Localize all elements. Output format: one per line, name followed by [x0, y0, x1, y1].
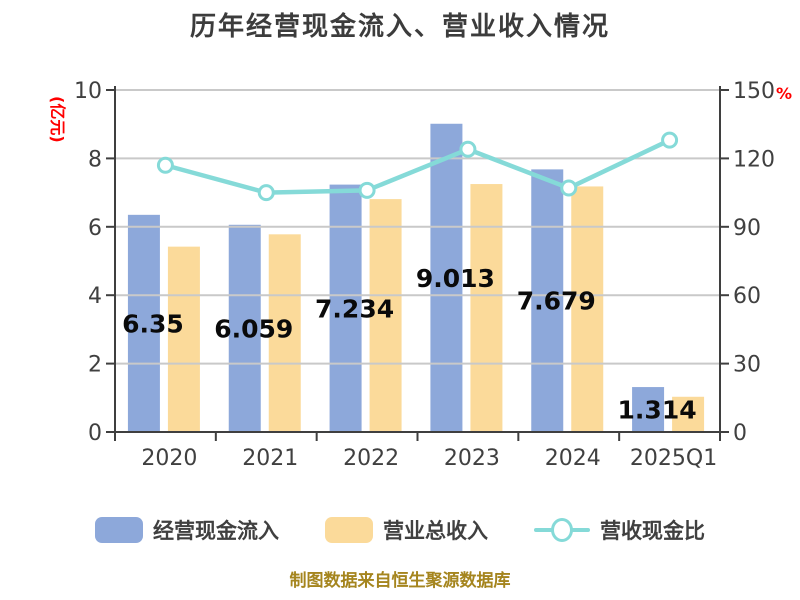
y-left-tick-label-10: 10 [74, 79, 102, 104]
bar-营业总收入-2020 [167, 246, 200, 432]
y-right-tick-label-60: 60 [733, 284, 761, 309]
bar-value-label-2020: 6.35 [122, 309, 184, 338]
y-right-tick-label-0: 0 [733, 421, 747, 446]
legend-swatch-icon [325, 517, 373, 543]
bar-营业总收入-2023 [470, 184, 503, 432]
chart-canvas: 0 2 4 6 8 10 0 30 60 90 120 150 2020 2021 2022 2023 2024… [48, 79, 792, 471]
bar-value-label-2024: 7.679 [517, 287, 596, 316]
bar-营业总收入-2022 [369, 199, 402, 432]
y-right-tick-label-90: 90 [733, 216, 761, 241]
legend-label: 经营现金流入 [153, 519, 279, 543]
legend-line-marker-icon [534, 517, 590, 543]
ratio-line [163, 137, 672, 195]
right-axis-unit-label: % [776, 84, 792, 103]
legend: 经营现金流入 营业总收入 营收现金比 [0, 510, 800, 550]
y-left-tick-label-6: 6 [88, 216, 102, 241]
bar-营业总收入-2021 [268, 234, 301, 432]
y-left-tick-label-2: 2 [88, 353, 102, 378]
y-right-tick-label-120: 120 [733, 147, 775, 172]
ratio-point-2024 [560, 179, 578, 197]
bar-value-label-2025Q1: 1.314 [618, 396, 697, 425]
x-axis-label-2023: 2023 [444, 446, 500, 471]
bar-经营现金流入-2024 [531, 169, 564, 432]
x-axis-label-2022: 2022 [343, 446, 399, 471]
bar-经营现金流入-2025Q1 [632, 387, 665, 432]
ratio-point-2021 [257, 184, 275, 202]
y-left-tick-label-8: 8 [88, 147, 102, 172]
legend-label: 营业总收入 [383, 519, 488, 543]
y-left-tick-label-0: 0 [88, 421, 102, 446]
legend-item-经营现金流入[interactable]: 经营现金流入 [95, 515, 279, 545]
legend-line-dot [551, 518, 573, 542]
bar-经营现金流入-2023 [430, 123, 463, 432]
ratio-point-2023 [459, 140, 477, 158]
legend-item-营收现金比[interactable]: 营收现金比 [534, 515, 705, 545]
y-right-tick-label-150: 150 [733, 79, 775, 104]
y-left-tick-label-4: 4 [88, 284, 102, 309]
x-axis-label-2024: 2024 [545, 446, 601, 471]
legend-swatch-icon [95, 517, 143, 543]
ratio-point-2025Q1 [661, 131, 679, 149]
bar-营业总收入-2025Q1 [672, 396, 705, 432]
legend-label: 营收现金比 [600, 519, 705, 543]
ratio-point-2022 [358, 181, 376, 199]
bar-value-label-2021: 6.059 [214, 314, 293, 343]
bar-经营现金流入-2020 [127, 214, 160, 432]
x-axis-label-2021: 2021 [242, 446, 298, 471]
ratio-point-2020 [156, 156, 174, 174]
x-axis-label-2025Q1: 2025Q1 [630, 446, 717, 471]
legend-item-营业总收入[interactable]: 营业总收入 [325, 515, 488, 545]
x-axis-label-2020: 2020 [141, 446, 197, 471]
bar-value-label-2022: 7.234 [315, 294, 394, 323]
left-axis-unit-label: (亿元) [48, 96, 67, 143]
y-right-tick-label-30: 30 [733, 353, 761, 378]
bar-经营现金流入-2021 [228, 224, 261, 432]
bar-value-label-2023: 9.013 [416, 264, 495, 293]
data-source-note: 制图数据来自恒生聚源数据库 [289, 571, 511, 591]
chart-title: 历年经营现金流入、营业收入情况 [189, 12, 610, 42]
